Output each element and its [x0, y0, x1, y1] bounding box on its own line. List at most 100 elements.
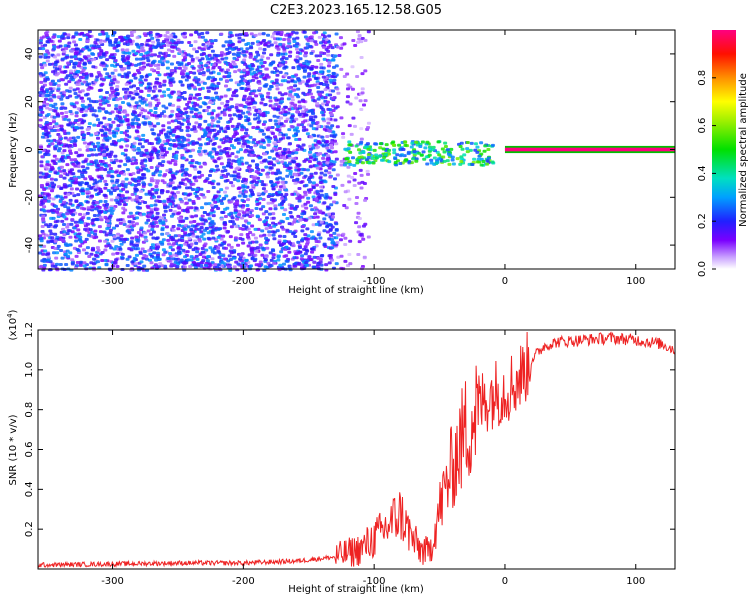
heatmap-cell: [255, 246, 260, 250]
heatmap-cell: [271, 199, 276, 203]
heatmap-cell: [242, 94, 247, 98]
heatmap-cell: [125, 168, 130, 172]
heatmap-cell: [224, 84, 229, 88]
heatmap-cell: [116, 124, 121, 128]
heatmap-cell: [74, 101, 79, 105]
heatmap-cell: [135, 92, 140, 96]
heatmap-cell: [112, 247, 117, 251]
heatmap-cell: [226, 88, 231, 92]
heatmap-cell: [272, 182, 277, 186]
heatmap-cell: [240, 198, 245, 202]
heatmap-cell: [115, 93, 120, 97]
heatmap-cell: [118, 247, 123, 251]
heatmap-cell: [305, 92, 310, 96]
heatmap-cell: [108, 41, 113, 45]
heatmap-cell: [300, 49, 305, 53]
heatmap-cell: [56, 87, 61, 91]
heatmap-cell: [256, 79, 261, 83]
heatmap-cell: [274, 172, 279, 176]
heatmap-cell: [201, 71, 206, 75]
heatmap-cell: [206, 231, 211, 235]
heatmap-cell: [79, 126, 84, 130]
heatmap-cell: [58, 174, 63, 178]
heatmap-cell: [76, 234, 81, 238]
heatmap-cell: [314, 65, 319, 69]
heatmap-cell: [328, 93, 333, 97]
heatmap-cell: [73, 143, 78, 147]
heatmap-cell: [150, 243, 155, 247]
heatmap-cell: [176, 108, 181, 112]
heatmap-cell: [110, 110, 115, 114]
heatmap-cell: [257, 71, 262, 75]
heatmap-cell: [184, 110, 189, 114]
heatmap-cell: [287, 142, 292, 146]
heatmap-cell: [164, 150, 169, 154]
heatmap-cell: [266, 44, 271, 48]
heatmap-cell: [241, 184, 246, 188]
heatmap-cell: [251, 64, 256, 68]
heatmap-cell: [38, 41, 43, 45]
heatmap-cell: [282, 254, 287, 258]
heatmap-cell: [60, 102, 65, 106]
heatmap-cell: [126, 34, 131, 38]
heatmap-cell: [308, 150, 313, 154]
heatmap-cell: [148, 158, 153, 162]
heatmap-cell: [177, 63, 182, 67]
heatmap-cell: [316, 240, 321, 244]
heatmap-cell: [299, 180, 304, 184]
heatmap-cell: [114, 38, 119, 42]
heatmap-cell: [225, 172, 230, 176]
heatmap-cell: [318, 236, 323, 240]
heatmap-cell: [295, 178, 300, 182]
heatmap-cell: [294, 44, 299, 48]
heatmap-cell: [110, 90, 115, 94]
heatmap-cell: [96, 123, 101, 127]
heatmap-cell: [104, 64, 109, 68]
heatmap-cell: [53, 171, 58, 175]
heatmap-cell: [301, 99, 306, 103]
heatmap-cell: [153, 263, 158, 267]
heatmap-cell: [184, 201, 189, 205]
heatmap-cell: [275, 229, 280, 233]
heatmap-cell: [101, 107, 106, 111]
heatmap-cell: [92, 257, 97, 261]
heatmap-cell: [214, 164, 219, 168]
heatmap-cell: [219, 199, 224, 203]
heatmap-cell: [185, 74, 190, 78]
heatmap-cell: [330, 212, 335, 216]
heatmap-cell: [149, 153, 154, 157]
heatmap-cell: [310, 208, 315, 212]
heatmap-cell: [93, 232, 98, 236]
heatmap-cell: [94, 114, 99, 118]
heatmap-cell: [93, 229, 98, 233]
heatmap-cell: [125, 264, 130, 268]
heatmap-cell: [191, 199, 196, 203]
heatmap-cell: [220, 101, 225, 105]
heatmap-cell: [312, 71, 317, 75]
heatmap-cell: [115, 251, 120, 255]
heatmap-cell: [229, 181, 234, 185]
heatmap-cell: [292, 256, 297, 260]
heatmap-cell: [148, 31, 153, 35]
heatmap-cell: [138, 95, 143, 99]
heatmap-cell: [121, 54, 126, 58]
heatmap-cell: [132, 72, 137, 76]
heatmap-cell: [324, 193, 329, 197]
heatmap-cell: [227, 254, 232, 258]
heatmap-cell: [189, 33, 194, 37]
heatmap-cell: [240, 144, 245, 148]
heatmap-cell: [259, 61, 264, 65]
heatmap-cell: [332, 200, 337, 204]
heatmap-cell: [318, 54, 323, 58]
heatmap-cell: [287, 162, 292, 166]
heatmap-cell: [60, 94, 65, 98]
heatmap-cell: [69, 60, 74, 64]
heatmap-cell: [60, 35, 65, 39]
heatmap-cell: [315, 215, 320, 219]
heatmap-cell: [276, 125, 281, 129]
heatmap-cell: [267, 126, 272, 130]
heatmap-cell: [46, 252, 51, 256]
heatmap-cell: [222, 165, 227, 169]
heatmap-cell: [59, 111, 64, 115]
heatmap-cell: [250, 192, 255, 196]
